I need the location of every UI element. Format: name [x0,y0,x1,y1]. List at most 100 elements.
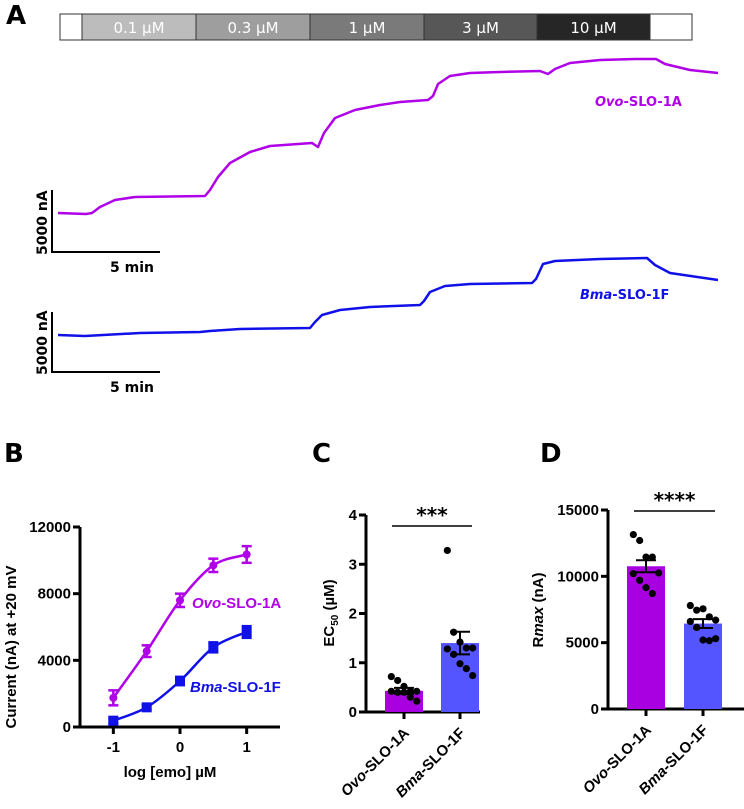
trace-label-bma-rest: -SLO-1F [612,288,669,303]
y-tick-label: 0 [349,704,357,721]
data-point [413,687,421,695]
category-label-rest: -SLO-1F [416,725,469,778]
series-label-ovo: Ovo-SLO-1A [192,595,281,612]
y-tick-label: 4 [349,507,358,524]
data-point [142,647,151,656]
panel-letter-b: B [4,439,24,469]
panel-letter-d: D [540,439,562,469]
data-point [469,671,477,680]
y-axis-title: Current (nA) at +20 mV [3,566,20,729]
trace-label-ovo-italic: Ovo [595,95,624,110]
concentration-label: 0.1 µM [113,19,164,37]
dose-response-chart: 0 4000 8000 12000 -1 0 1 log [emo] µM Current (n… [3,519,281,781]
data-point [406,693,414,701]
data-point [636,536,644,545]
data-point [648,589,656,598]
data-point [469,644,477,652]
concentration-segment [195,13,311,41]
significance-stars: *** [416,503,448,527]
trace-ovo-slo-1a [57,57,719,216]
data-point [456,660,464,668]
series-label-rest: -SLO-1F [223,679,281,696]
y-tick-label: 5000 [566,635,599,652]
scale-x-label: 5 min [110,260,154,276]
data-point [629,530,637,539]
data-point [712,635,720,643]
y-tick-label: 1 [349,655,357,672]
scale-y-label: 5000 nA [35,190,51,255]
x-tick-label: 0 [176,739,184,756]
data-point [712,616,720,624]
trace-label-bma: Bma-SLO-1F [580,288,669,303]
y-axis-title-italic: max [530,606,547,637]
x-tick-label: -1 [107,739,120,756]
data-point [208,642,219,653]
y-tick-label: 3 [349,556,357,573]
y-axis-title: Rmax (nA) [530,572,547,647]
scale-y-label: 5000 nA [35,310,51,375]
category-label-rest: -SLO-1A [358,725,413,780]
y-axis-title-sub: 50 [330,614,341,626]
concentration-bar: 0.1 µM 0.3 µM 1 µM 3 µM 10 µM [59,13,693,41]
data-point [387,687,395,695]
concentration-segment [309,13,425,41]
concentration-segment [649,13,693,41]
series-label-italic: Ovo [192,595,221,612]
series-label-italic: Bma [190,679,223,696]
data-point [655,569,663,577]
data-point [209,561,218,570]
data-point [175,676,185,686]
trace-label-ovo-rest: -SLO-1A [623,95,681,110]
y-tick-label: 0 [591,701,599,718]
data-point [242,550,251,559]
trace-label-bma-italic: Bma [580,288,612,303]
data-point [394,688,402,696]
panel-letter-c: C [312,439,331,469]
data-point [176,596,184,605]
data-point [462,665,470,673]
y-axis-title-unit: (µM) [321,579,338,614]
trace-bma-slo-1f [57,256,719,338]
trace-label-ovo: Ovo-SLO-1A [595,95,682,110]
concentration-label: 10 µM [570,19,616,37]
data-point [693,606,701,614]
category-label-rest: -SLO-1A [600,722,655,777]
series-label-bma: Bma-SLO-1F [190,679,281,696]
y-tick-label: 8000 [38,586,71,603]
panel-letter-a: A [6,1,26,31]
y-tick-label: 0 [63,719,71,736]
data-point [636,576,644,584]
concentration-label: 1 µM [349,19,386,37]
data-point [241,627,252,637]
y-tick-label: 2 [349,606,357,623]
y-tick-label: 4000 [38,652,71,669]
y-tick-label: 10000 [557,568,599,585]
data-point [686,601,694,610]
data-point [629,570,637,578]
y-axis-title-unit: (nA) [530,572,547,606]
data-point [699,605,707,613]
data-point [705,637,713,645]
scale-bar-top: 5000 nA 5 min [35,190,160,276]
category-label-rest: -SLO-1F [659,722,712,775]
scale-bar-lines [51,190,160,253]
scale-x-label: 5 min [110,380,154,396]
scale-bar-bottom: 5000 nA 5 min [35,310,160,396]
data-point [413,697,421,705]
data-point [443,546,451,555]
rmax-bar-chart: 050001000015000Ovo-SLO-1ABma-SLO-1F****R… [530,488,744,798]
data-point [642,553,650,561]
scale-bar-lines [51,312,160,373]
y-tick-label: 15000 [557,502,599,519]
data-point [394,676,402,685]
y-axis-title: EC50 (µM) [321,579,341,646]
x-axis-title: log [emo] µM [124,764,217,781]
significance-stars: **** [654,488,696,512]
concentration-segment [59,13,83,41]
data-point [443,645,451,653]
y-tick-label: 12000 [29,519,71,536]
concentration-label: 3 µM [462,19,499,37]
data-point [109,693,118,702]
